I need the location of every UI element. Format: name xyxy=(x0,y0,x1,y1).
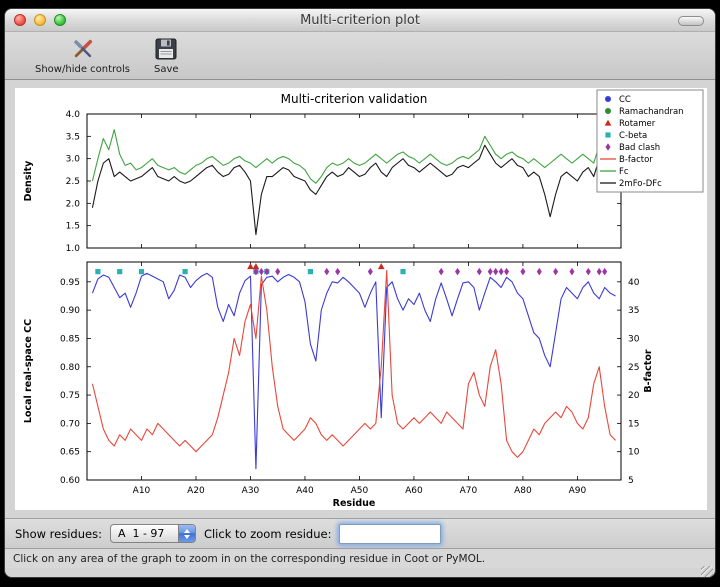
svg-text:5: 5 xyxy=(628,476,634,486)
zoom-window-button[interactable] xyxy=(54,14,66,26)
controls-bar: Show residues: A 1 - 97 Click to zoom re… xyxy=(5,518,715,548)
zoom-residue-input[interactable] xyxy=(339,523,442,544)
svg-text:30: 30 xyxy=(628,334,640,344)
toolbar-item-label: Show/hide controls xyxy=(35,64,131,75)
svg-text:20: 20 xyxy=(628,391,640,401)
multi-criterion-plot-window: Multi-criterion plot Show/hide controls xyxy=(4,8,716,578)
svg-text:35: 35 xyxy=(628,306,639,316)
svg-text:A50: A50 xyxy=(351,486,369,496)
svg-text:C-beta: C-beta xyxy=(619,131,647,141)
svg-text:40: 40 xyxy=(628,278,640,288)
svg-text:Ramachandran: Ramachandran xyxy=(619,107,684,117)
svg-text:A90: A90 xyxy=(569,486,587,496)
zoom-residue-label: Click to zoom residue: xyxy=(203,526,332,541)
plot-canvas[interactable]: 1.0 1.5 2.0 2.5 3.0 3.5 4.0 0.60 0.65 0.70 0.75 0.8… xyxy=(15,88,707,510)
traffic-lights xyxy=(14,14,66,26)
close-button[interactable] xyxy=(14,14,26,26)
residue-range-select[interactable]: A 1 - 97 xyxy=(109,524,196,543)
svg-text:0.90: 0.90 xyxy=(60,306,80,316)
save-icon xyxy=(154,35,178,63)
svg-text:A70: A70 xyxy=(460,486,478,496)
svg-text:10: 10 xyxy=(628,448,640,458)
show-hide-controls-button[interactable]: Show/hide controls xyxy=(35,35,130,75)
svg-text:A40: A40 xyxy=(296,486,314,496)
minimize-button[interactable] xyxy=(34,14,46,26)
svg-text:A10: A10 xyxy=(133,486,151,496)
svg-text:1.0: 1.0 xyxy=(66,244,81,254)
show-residues-label: Show residues: xyxy=(15,526,102,541)
svg-text:A20: A20 xyxy=(187,486,205,496)
svg-text:0.75: 0.75 xyxy=(60,391,80,401)
tools-icon xyxy=(70,35,96,63)
svg-text:B-factor: B-factor xyxy=(619,155,653,165)
svg-text:Density: Density xyxy=(23,160,34,202)
svg-text:3.0: 3.0 xyxy=(66,155,81,165)
svg-text:15: 15 xyxy=(628,419,639,429)
svg-text:0.70: 0.70 xyxy=(60,419,80,429)
svg-text:2.0: 2.0 xyxy=(66,199,81,209)
toolbar: Show/hide controls Save xyxy=(5,32,715,80)
svg-text:4.0: 4.0 xyxy=(66,110,81,120)
svg-text:25: 25 xyxy=(628,363,639,373)
svg-text:Multi-criterion validation: Multi-criterion validation xyxy=(281,92,428,106)
resize-grip[interactable] xyxy=(701,566,713,577)
svg-text:A80: A80 xyxy=(514,486,532,496)
popup-stepper-icon xyxy=(177,525,195,542)
svg-text:2mFo-DFc: 2mFo-DFc xyxy=(619,179,662,189)
svg-text:B-factor: B-factor xyxy=(643,349,654,392)
titlebar[interactable]: Multi-criterion plot xyxy=(5,9,715,32)
svg-text:Rotamer: Rotamer xyxy=(619,119,656,129)
save-button[interactable]: Save xyxy=(154,35,179,75)
multi-criterion-figure[interactable]: 1.0 1.5 2.0 2.5 3.0 3.5 4.0 0.60 0.65 0.70 0.75 0.8… xyxy=(15,88,707,510)
status-text: Click on any area of the graph to zoom i… xyxy=(13,552,486,565)
svg-text:A60: A60 xyxy=(405,486,423,496)
svg-text:A30: A30 xyxy=(242,486,260,496)
svg-text:0.60: 0.60 xyxy=(60,476,80,486)
status-bar: Click on any area of the graph to zoom i… xyxy=(5,548,715,568)
svg-text:0.85: 0.85 xyxy=(60,334,80,344)
svg-text:1.5: 1.5 xyxy=(66,222,80,232)
svg-text:0.80: 0.80 xyxy=(60,363,80,373)
window-title: Multi-criterion plot xyxy=(300,12,420,28)
svg-text:0.65: 0.65 xyxy=(60,448,80,458)
residue-range-value: A 1 - 97 xyxy=(117,527,165,540)
svg-text:Bad clash: Bad clash xyxy=(619,143,660,153)
svg-text:3.5: 3.5 xyxy=(66,132,80,142)
svg-text:Local real-space CC: Local real-space CC xyxy=(23,319,34,423)
svg-text:CC: CC xyxy=(619,95,631,105)
window-bottom-edge xyxy=(5,566,715,577)
plot-area-container: 1.0 1.5 2.0 2.5 3.0 3.5 4.0 0.60 0.65 0.70 0.75 0.8… xyxy=(5,80,715,518)
svg-text:2.5: 2.5 xyxy=(66,177,80,187)
svg-text:Fc: Fc xyxy=(619,167,629,177)
svg-text:Residue: Residue xyxy=(333,498,376,509)
svg-text:0.95: 0.95 xyxy=(60,278,80,288)
toolbar-item-label: Save xyxy=(154,64,179,75)
toolbar-toggle-button[interactable] xyxy=(678,16,704,26)
